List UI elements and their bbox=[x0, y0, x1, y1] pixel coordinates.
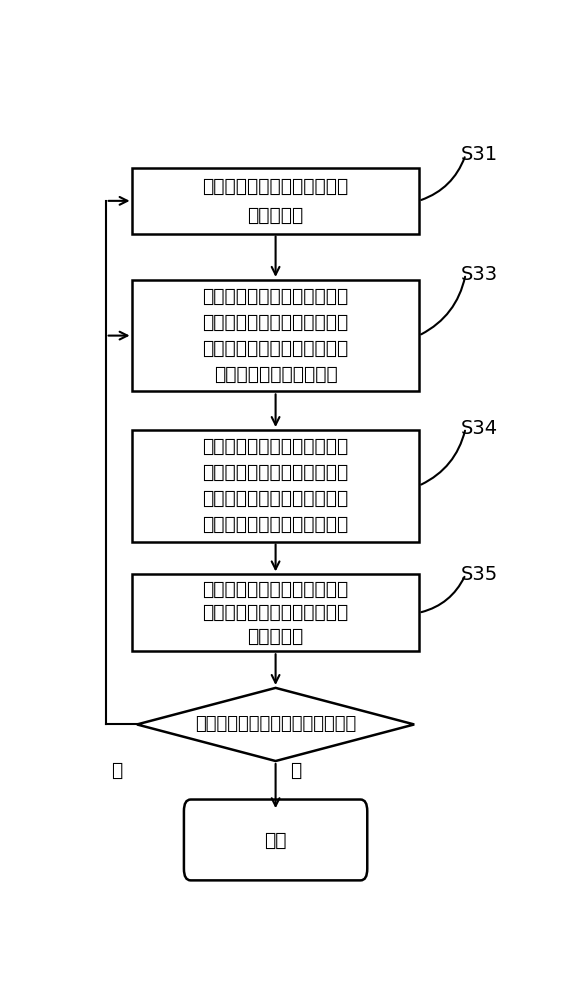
FancyBboxPatch shape bbox=[133, 168, 419, 234]
Text: 人机参与纳什均衡过程同时将: 人机参与纳什均衡过程同时将 bbox=[203, 313, 349, 332]
FancyBboxPatch shape bbox=[133, 280, 419, 391]
Text: 对比与之前的回程网络是否相同？: 对比与之前的回程网络是否相同？ bbox=[195, 715, 356, 733]
Text: 选取距离基站最远的非常驻无: 选取距离基站最远的非常驻无 bbox=[203, 287, 349, 306]
Text: S33: S33 bbox=[461, 264, 499, 284]
Text: 足最大效用函数的虚拟连接对: 足最大效用函数的虚拟连接对 bbox=[203, 489, 349, 508]
Text: S34: S34 bbox=[461, 418, 499, 438]
Text: 拟连接其他所有无人机，将满: 拟连接其他所有无人机，将满 bbox=[203, 463, 349, 482]
FancyBboxPatch shape bbox=[133, 430, 419, 542]
Text: S35: S35 bbox=[461, 565, 499, 584]
Text: S31: S31 bbox=[461, 145, 499, 164]
Text: 的无人机序列，保存此时形成: 的无人机序列，保存此时形成 bbox=[203, 603, 349, 622]
Text: 是: 是 bbox=[290, 761, 301, 780]
Text: 使所选取的无人机遍历性地虚: 使所选取的无人机遍历性地虚 bbox=[203, 437, 349, 456]
Text: 该无人机从等待参与纳什均衡: 该无人机从等待参与纳什均衡 bbox=[203, 339, 349, 358]
Text: 象作为纳什均衡点并建立链路: 象作为纳什均衡点并建立链路 bbox=[203, 515, 349, 534]
FancyBboxPatch shape bbox=[133, 574, 419, 651]
Text: 结束: 结束 bbox=[264, 830, 287, 849]
Text: 纳什均衡点: 纳什均衡点 bbox=[248, 206, 304, 225]
Text: 的回程网络: 的回程网络 bbox=[248, 627, 304, 646]
Text: 过程的无人机序列中剔除: 过程的无人机序列中剔除 bbox=[213, 365, 338, 384]
FancyBboxPatch shape bbox=[184, 800, 368, 880]
Polygon shape bbox=[137, 688, 414, 761]
Text: 初始化等待参与纳什均衡过程: 初始化等待参与纳什均衡过程 bbox=[203, 580, 349, 599]
Text: 计算效用函数来确定无人机的: 计算效用函数来确定无人机的 bbox=[203, 177, 349, 196]
Text: 否: 否 bbox=[111, 761, 122, 780]
